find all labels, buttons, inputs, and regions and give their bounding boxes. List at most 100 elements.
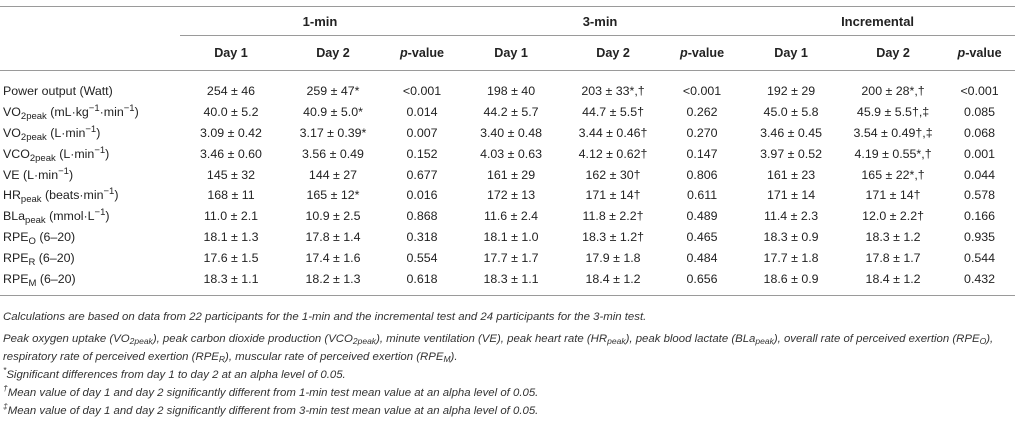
table-cell: 18.3 ± 1.2 bbox=[865, 229, 921, 244]
group-header-1min: 1-min bbox=[180, 7, 461, 36]
table-cell: 44.7 ± 5.5† bbox=[582, 105, 644, 120]
table-cell: 3.09 ± 0.42 bbox=[200, 125, 262, 140]
group-header-3min: 3-min bbox=[460, 7, 741, 36]
table-cell: 161 ± 29 bbox=[486, 167, 536, 182]
table-cell: 0.085 bbox=[964, 105, 996, 120]
row-label: VO2peak (L·min−1) bbox=[3, 123, 101, 143]
table-cell: 0.618 bbox=[384, 268, 461, 296]
row-label: VCO2peak (L·min−1) bbox=[3, 144, 110, 164]
table-cell: 0.578 bbox=[964, 188, 996, 203]
table-cell: 3.46 ± 0.45 bbox=[760, 125, 823, 140]
table-cell: 4.03 ± 0.63 bbox=[480, 146, 542, 161]
subheader-blank bbox=[0, 35, 180, 71]
table-cell: 171 ± 14† bbox=[865, 188, 921, 203]
table-cell: 145 ± 32 bbox=[206, 167, 256, 182]
table-cell: 0.554 bbox=[406, 250, 438, 265]
table-row: VCO2peak (L·min−1) 3.46 ± 0.60 3.56 ± 0.4… bbox=[0, 143, 1015, 164]
table-cell: 17.7 ± 1.7 bbox=[483, 250, 539, 265]
table-footnotes: Calculations are based on data from 22 p… bbox=[3, 308, 1011, 420]
table-cell: 11.4 ± 2.3 bbox=[764, 209, 819, 224]
table-cell: <0.001 bbox=[682, 84, 722, 99]
table-row: VO2peak (mL·kg−1·min−1) 40.0 ± 5.2 40.9 ±… bbox=[0, 102, 1015, 123]
table-cell: 3.46 ± 0.60 bbox=[200, 146, 262, 161]
table-cell: 40.9 ± 5.0* bbox=[303, 105, 363, 120]
table-cell: 0.147 bbox=[686, 146, 718, 161]
table-cell: 18.1 ± 1.0 bbox=[483, 229, 539, 244]
table-cell: 171 ± 14 bbox=[766, 188, 816, 203]
table-cell: 18.3 ± 1.1 bbox=[460, 268, 563, 296]
footnote-calculations: Calculations are based on data from 22 p… bbox=[3, 311, 647, 323]
footnote-double-dagger: ‡Mean value of day 1 and day 2 significa… bbox=[3, 401, 539, 417]
table-cell: 0.544 bbox=[964, 250, 996, 265]
row-label: Power output (Watt) bbox=[3, 84, 113, 99]
table-cell: 4.19 ± 0.55*,† bbox=[854, 146, 932, 161]
footnote-abbreviations: Peak oxygen uptake (VO2peak), peak carbo… bbox=[3, 333, 994, 364]
table-cell: 0.014 bbox=[406, 105, 438, 120]
table-cell: 17.4 ± 1.6 bbox=[305, 250, 361, 265]
table-cell: 3.54 ± 0.49†,‡ bbox=[853, 125, 933, 140]
subheader-day2: Day 2 bbox=[562, 35, 665, 71]
subheader-day2: Day 2 bbox=[282, 35, 384, 71]
table-cell: 0.262 bbox=[686, 105, 718, 120]
table-cell: 0.868 bbox=[406, 209, 438, 224]
table-cell: 192 ± 29 bbox=[766, 84, 816, 99]
row-label: VO2peak (mL·kg−1·min−1) bbox=[3, 103, 139, 123]
table-cell: 0.935 bbox=[964, 229, 996, 244]
table-cell: 0.484 bbox=[686, 250, 718, 265]
table-cell: 4.12 ± 0.62† bbox=[578, 146, 648, 161]
group-header-row: 1-min 3-min Incremental bbox=[0, 7, 1015, 36]
row-label: HRpeak (beats·min−1) bbox=[3, 186, 119, 206]
table-cell: <0.001 bbox=[402, 84, 442, 99]
table-cell: 17.8 ± 1.7 bbox=[865, 250, 921, 265]
table-cell: 0.001 bbox=[964, 146, 996, 161]
row-label: RPEM (6–20) bbox=[0, 268, 180, 296]
table-cell: 18.1 ± 1.3 bbox=[203, 229, 259, 244]
subheader-day1: Day 1 bbox=[180, 35, 282, 71]
group-header-incremental: Incremental bbox=[740, 7, 1015, 36]
table-cell: 11.0 ± 2.1 bbox=[203, 209, 259, 224]
subheader-p-value: p-value bbox=[944, 35, 1015, 71]
table-cell: 45.0 ± 5.8 bbox=[763, 105, 819, 120]
table-cell: 162 ± 30† bbox=[585, 167, 641, 182]
table-cell: 3.97 ± 0.52 bbox=[760, 146, 823, 161]
table-cell: 3.56 ± 0.49 bbox=[302, 146, 364, 161]
table-cell: 171 ± 14† bbox=[585, 188, 641, 203]
subheader-p-value: p-value bbox=[664, 35, 741, 71]
table-cell: 0.318 bbox=[406, 229, 438, 244]
footnote-star: *Significant differences from day 1 to d… bbox=[3, 365, 346, 381]
table-cell: 45.9 ± 5.5†,‡ bbox=[856, 105, 930, 120]
table-cell: 18.4 ± 1.2 bbox=[842, 268, 945, 296]
table-cell: 0.656 bbox=[664, 268, 741, 296]
subheader-day2: Day 2 bbox=[842, 35, 945, 71]
table-cell: 172 ± 13 bbox=[486, 188, 536, 203]
table-cell: 0.068 bbox=[964, 125, 996, 140]
table-cell: 198 ± 40 bbox=[486, 84, 536, 99]
subheader-day1: Day 1 bbox=[740, 35, 843, 71]
table-cell: 18.3 ± 1.2† bbox=[582, 229, 644, 244]
table-cell: 0.489 bbox=[686, 209, 718, 224]
results-table: 1-min 3-min Incremental Day 1 Day 2 p-va… bbox=[0, 7, 1015, 296]
table-cell: 44.2 ± 5.7 bbox=[483, 105, 539, 120]
table-cell: 0.611 bbox=[687, 188, 718, 203]
table-cell: 12.0 ± 2.2† bbox=[862, 209, 925, 224]
table-cell: 165 ± 22*,† bbox=[861, 167, 925, 182]
table-cell: 18.4 ± 1.2 bbox=[562, 268, 665, 296]
table-cell: 40.0 ± 5.2 bbox=[203, 105, 259, 120]
table-cell: 203 ± 33*,† bbox=[581, 84, 645, 99]
table-cell: 0.044 bbox=[964, 167, 996, 182]
table-cell: 10.9 ± 2.5 bbox=[305, 209, 361, 224]
table-cell: 165 ± 12* bbox=[306, 188, 360, 203]
table-cell: 11.6 ± 2.4 bbox=[483, 209, 539, 224]
table-cell: 161 ± 23 bbox=[766, 167, 816, 182]
table-cell: 168 ± 11 bbox=[207, 188, 255, 203]
table-cell: 0.806 bbox=[686, 167, 718, 182]
table-row: RPER (6–20) 17.6 ± 1.5 17.4 ± 1.6 0.554 17… bbox=[0, 247, 1015, 268]
row-label: VE (L·min−1) bbox=[3, 165, 74, 182]
table-cell: 0.432 bbox=[944, 268, 1015, 296]
table-cell: 17.6 ± 1.5 bbox=[203, 250, 259, 265]
table-cell: 3.40 ± 0.48 bbox=[480, 125, 542, 140]
table-cell: 0.465 bbox=[686, 229, 718, 244]
row-label: BLapeak (mmol·L−1) bbox=[3, 207, 110, 227]
subheader-p-value: p-value bbox=[384, 35, 461, 71]
